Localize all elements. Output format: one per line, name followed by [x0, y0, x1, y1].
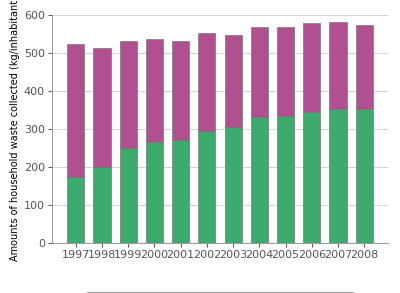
Bar [120, 148, 137, 243]
Bar [146, 142, 163, 243]
Bar [303, 23, 320, 112]
Bar [356, 109, 373, 243]
Bar [146, 39, 163, 142]
Bar [356, 25, 373, 109]
Bar [67, 176, 84, 243]
Bar [67, 44, 84, 176]
Bar [330, 109, 346, 243]
Legend: Separately collected waste, Residual waste: Separately collected waste, Residual was… [86, 292, 354, 293]
Bar [330, 21, 346, 109]
Bar [120, 41, 137, 148]
Bar [303, 112, 320, 243]
Bar [224, 35, 242, 127]
Bar [251, 27, 268, 117]
Y-axis label: Amounts of household waste collected (kg/inhabitant): Amounts of household waste collected (kg… [10, 0, 20, 261]
Bar [251, 117, 268, 243]
Bar [198, 131, 216, 243]
Bar [224, 127, 242, 243]
Bar [277, 115, 294, 243]
Bar [94, 167, 110, 243]
Bar [277, 27, 294, 115]
Bar [172, 41, 189, 140]
Bar [198, 33, 216, 131]
Bar [94, 48, 110, 167]
Bar [172, 140, 189, 243]
